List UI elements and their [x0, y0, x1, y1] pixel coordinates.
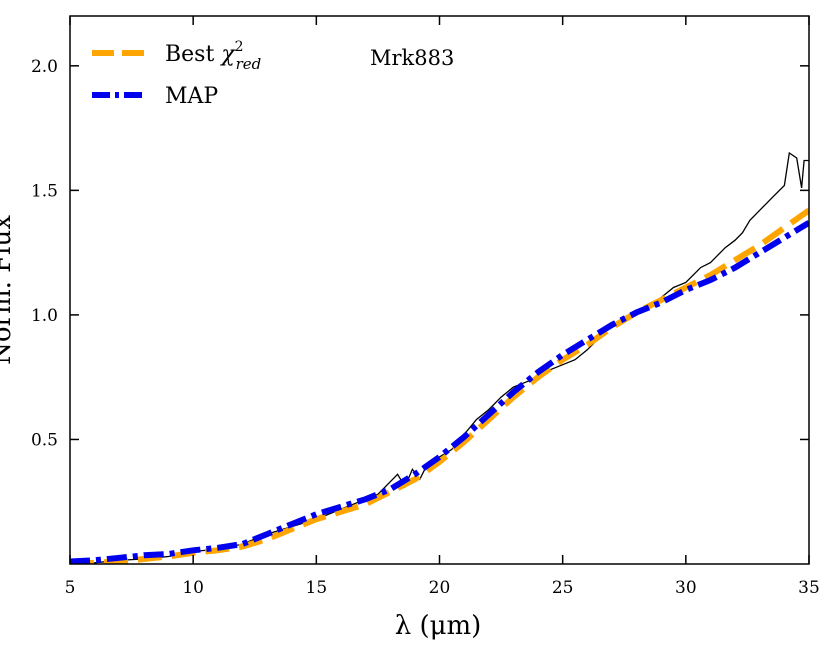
map-fit-line — [70, 220, 809, 564]
y-axis-label: Norm. Flux — [0, 215, 17, 365]
x-axis-label: λ (μm) — [395, 611, 482, 641]
best-chi2-fit-line — [70, 207, 809, 564]
legend-label-best: Best χ2 red — [165, 39, 261, 73]
x-tick-label: 10 — [182, 578, 204, 598]
y-tick-label: 1.0 — [31, 306, 58, 326]
x-tick-label: 30 — [675, 578, 697, 598]
legend-label-map: MAP — [165, 84, 218, 109]
x-axis-ticks: 5 10 15 20 25 30 35 — [65, 16, 820, 598]
x-tick-label: 20 — [429, 578, 451, 598]
legend: Best χ2 red MAP — [92, 39, 261, 109]
y-tick-label: 2.0 — [31, 57, 58, 77]
x-tick-label: 5 — [65, 578, 76, 598]
object-name-annotation: Mrk883 — [370, 46, 454, 70]
x-tick-label: 25 — [552, 578, 574, 598]
observed-spectrum-line — [74, 151, 809, 564]
x-tick-label: 35 — [798, 578, 820, 598]
x-tick-label: 15 — [306, 578, 328, 598]
y-tick-label: 0.5 — [31, 430, 58, 450]
y-axis-ticks: 0.5 1.0 1.5 2.0 — [31, 57, 809, 450]
y-tick-label: 1.5 — [31, 181, 58, 201]
